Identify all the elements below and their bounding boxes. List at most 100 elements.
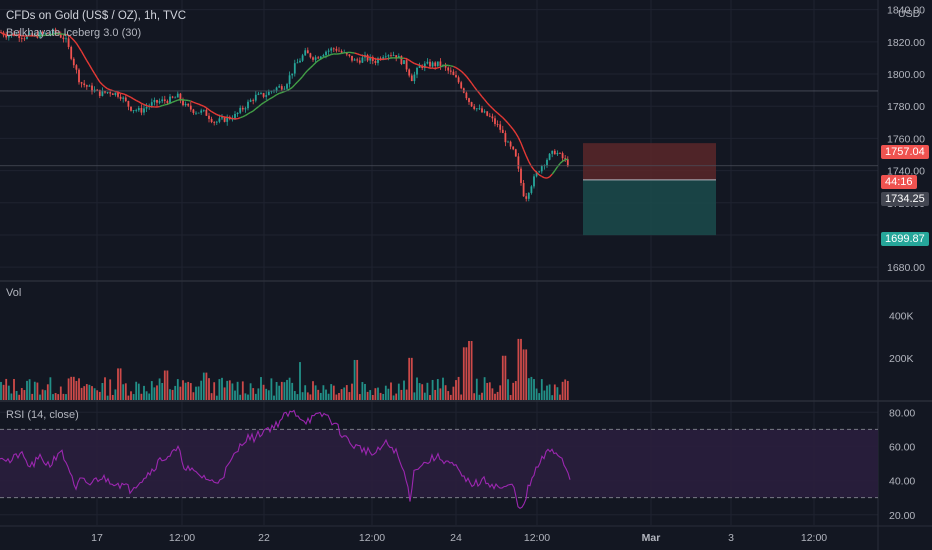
- ma-segment: [504, 119, 509, 124]
- volume-bar: [117, 368, 119, 400]
- ma-segment: [533, 169, 538, 173]
- volume-bar: [452, 386, 455, 400]
- ma-segment: [388, 57, 392, 60]
- candle-body: [369, 56, 372, 61]
- volume-bar: [83, 386, 86, 400]
- candle-body: [80, 82, 83, 84]
- ma-segment: [73, 39, 77, 44]
- ma-segment: [237, 117, 241, 120]
- volume-bar: [171, 389, 174, 400]
- candle-body: [158, 101, 161, 103]
- ma-segment: [554, 166, 558, 172]
- countdown-tag: 44:16: [881, 175, 917, 189]
- current-price-tag: 1734.25: [881, 192, 929, 206]
- volume-bar: [88, 384, 91, 400]
- volume-bar: [26, 380, 28, 400]
- volume-bar: [197, 386, 200, 400]
- candle-body: [330, 48, 333, 51]
- volume-bar: [390, 382, 392, 400]
- volume-bar: [57, 394, 60, 400]
- volume-bar: [408, 357, 411, 400]
- volume-bar: [122, 384, 125, 400]
- ma-segment: [281, 90, 285, 94]
- volume-bar: [226, 380, 229, 400]
- volume-bar: [72, 376, 75, 400]
- candle-body: [460, 82, 463, 89]
- volume-bar: [52, 394, 54, 400]
- candle-body: [7, 35, 10, 38]
- candle-body: [156, 100, 158, 103]
- volume-bar: [462, 347, 465, 400]
- candle-body: [304, 50, 307, 56]
- candle-body: [486, 111, 489, 116]
- volume-bar: [280, 381, 283, 400]
- ma-segment: [65, 33, 69, 37]
- ma-segment: [208, 109, 212, 113]
- volume-bar: [44, 390, 47, 400]
- candle-body: [184, 103, 187, 106]
- time-tick-label: 3: [728, 532, 734, 544]
- candle-body: [223, 117, 226, 122]
- target-price-tag: 1757.04: [881, 145, 929, 159]
- volume-bar: [28, 379, 31, 400]
- ma-segment: [406, 58, 410, 61]
- volume-bar: [374, 388, 377, 400]
- ma-segment: [200, 104, 205, 107]
- volume-bar: [202, 372, 205, 400]
- volume-bar: [395, 393, 398, 400]
- volume-bar: [249, 383, 252, 400]
- ma-segment: [414, 62, 418, 66]
- ma-segment: [99, 81, 103, 86]
- volume-label: Vol: [6, 287, 22, 299]
- volume-bar: [62, 393, 65, 400]
- rsi-pane: [0, 409, 878, 509]
- volume-bar: [309, 394, 312, 400]
- candle-body: [397, 56, 400, 59]
- time-tick-label: 17: [91, 532, 103, 544]
- candle-body: [153, 100, 156, 103]
- candle-body: [218, 118, 221, 122]
- candle-body: [418, 65, 421, 68]
- long-position-tool[interactable]: [583, 143, 716, 236]
- volume-bar: [494, 393, 496, 400]
- volume-bar: [213, 382, 216, 400]
- candle-body: [140, 108, 143, 113]
- candle-body: [15, 33, 18, 36]
- volume-bar: [397, 383, 400, 400]
- candle-body: [309, 53, 312, 58]
- candle-body: [5, 35, 8, 38]
- volume-bar: [543, 390, 546, 400]
- volume-bar: [436, 379, 439, 400]
- ma-segment: [491, 107, 496, 112]
- ma-segment: [117, 91, 121, 94]
- volume-bar: [166, 370, 169, 400]
- candle-body: [23, 38, 26, 40]
- ma-segment: [193, 101, 197, 104]
- candle-body: [226, 116, 229, 122]
- ma-segment: [481, 96, 486, 101]
- candle-body: [78, 69, 80, 83]
- ma-segment: [169, 101, 173, 104]
- price-tick-label: 1760.00: [887, 133, 925, 145]
- candle-body: [197, 112, 200, 114]
- ma-segment: [437, 66, 441, 69]
- candle-body: [267, 91, 270, 96]
- candle-body: [439, 61, 442, 66]
- candle-body: [124, 97, 127, 102]
- price-tick-label: 1800.00: [887, 69, 925, 81]
- candle-body: [436, 61, 439, 66]
- candle-body: [174, 97, 177, 99]
- ma-segment: [80, 51, 85, 57]
- volume-bar: [499, 385, 502, 400]
- candle-body: [325, 51, 327, 56]
- volume-bar: [457, 376, 460, 400]
- candle-body: [46, 32, 49, 34]
- ma-segment: [83, 55, 88, 61]
- volume-bar: [234, 390, 236, 400]
- volume-bar: [150, 381, 153, 400]
- volume-bar: [507, 379, 509, 400]
- candle-body: [114, 92, 117, 95]
- ma-segment: [75, 42, 80, 48]
- ma-segment: [515, 132, 520, 138]
